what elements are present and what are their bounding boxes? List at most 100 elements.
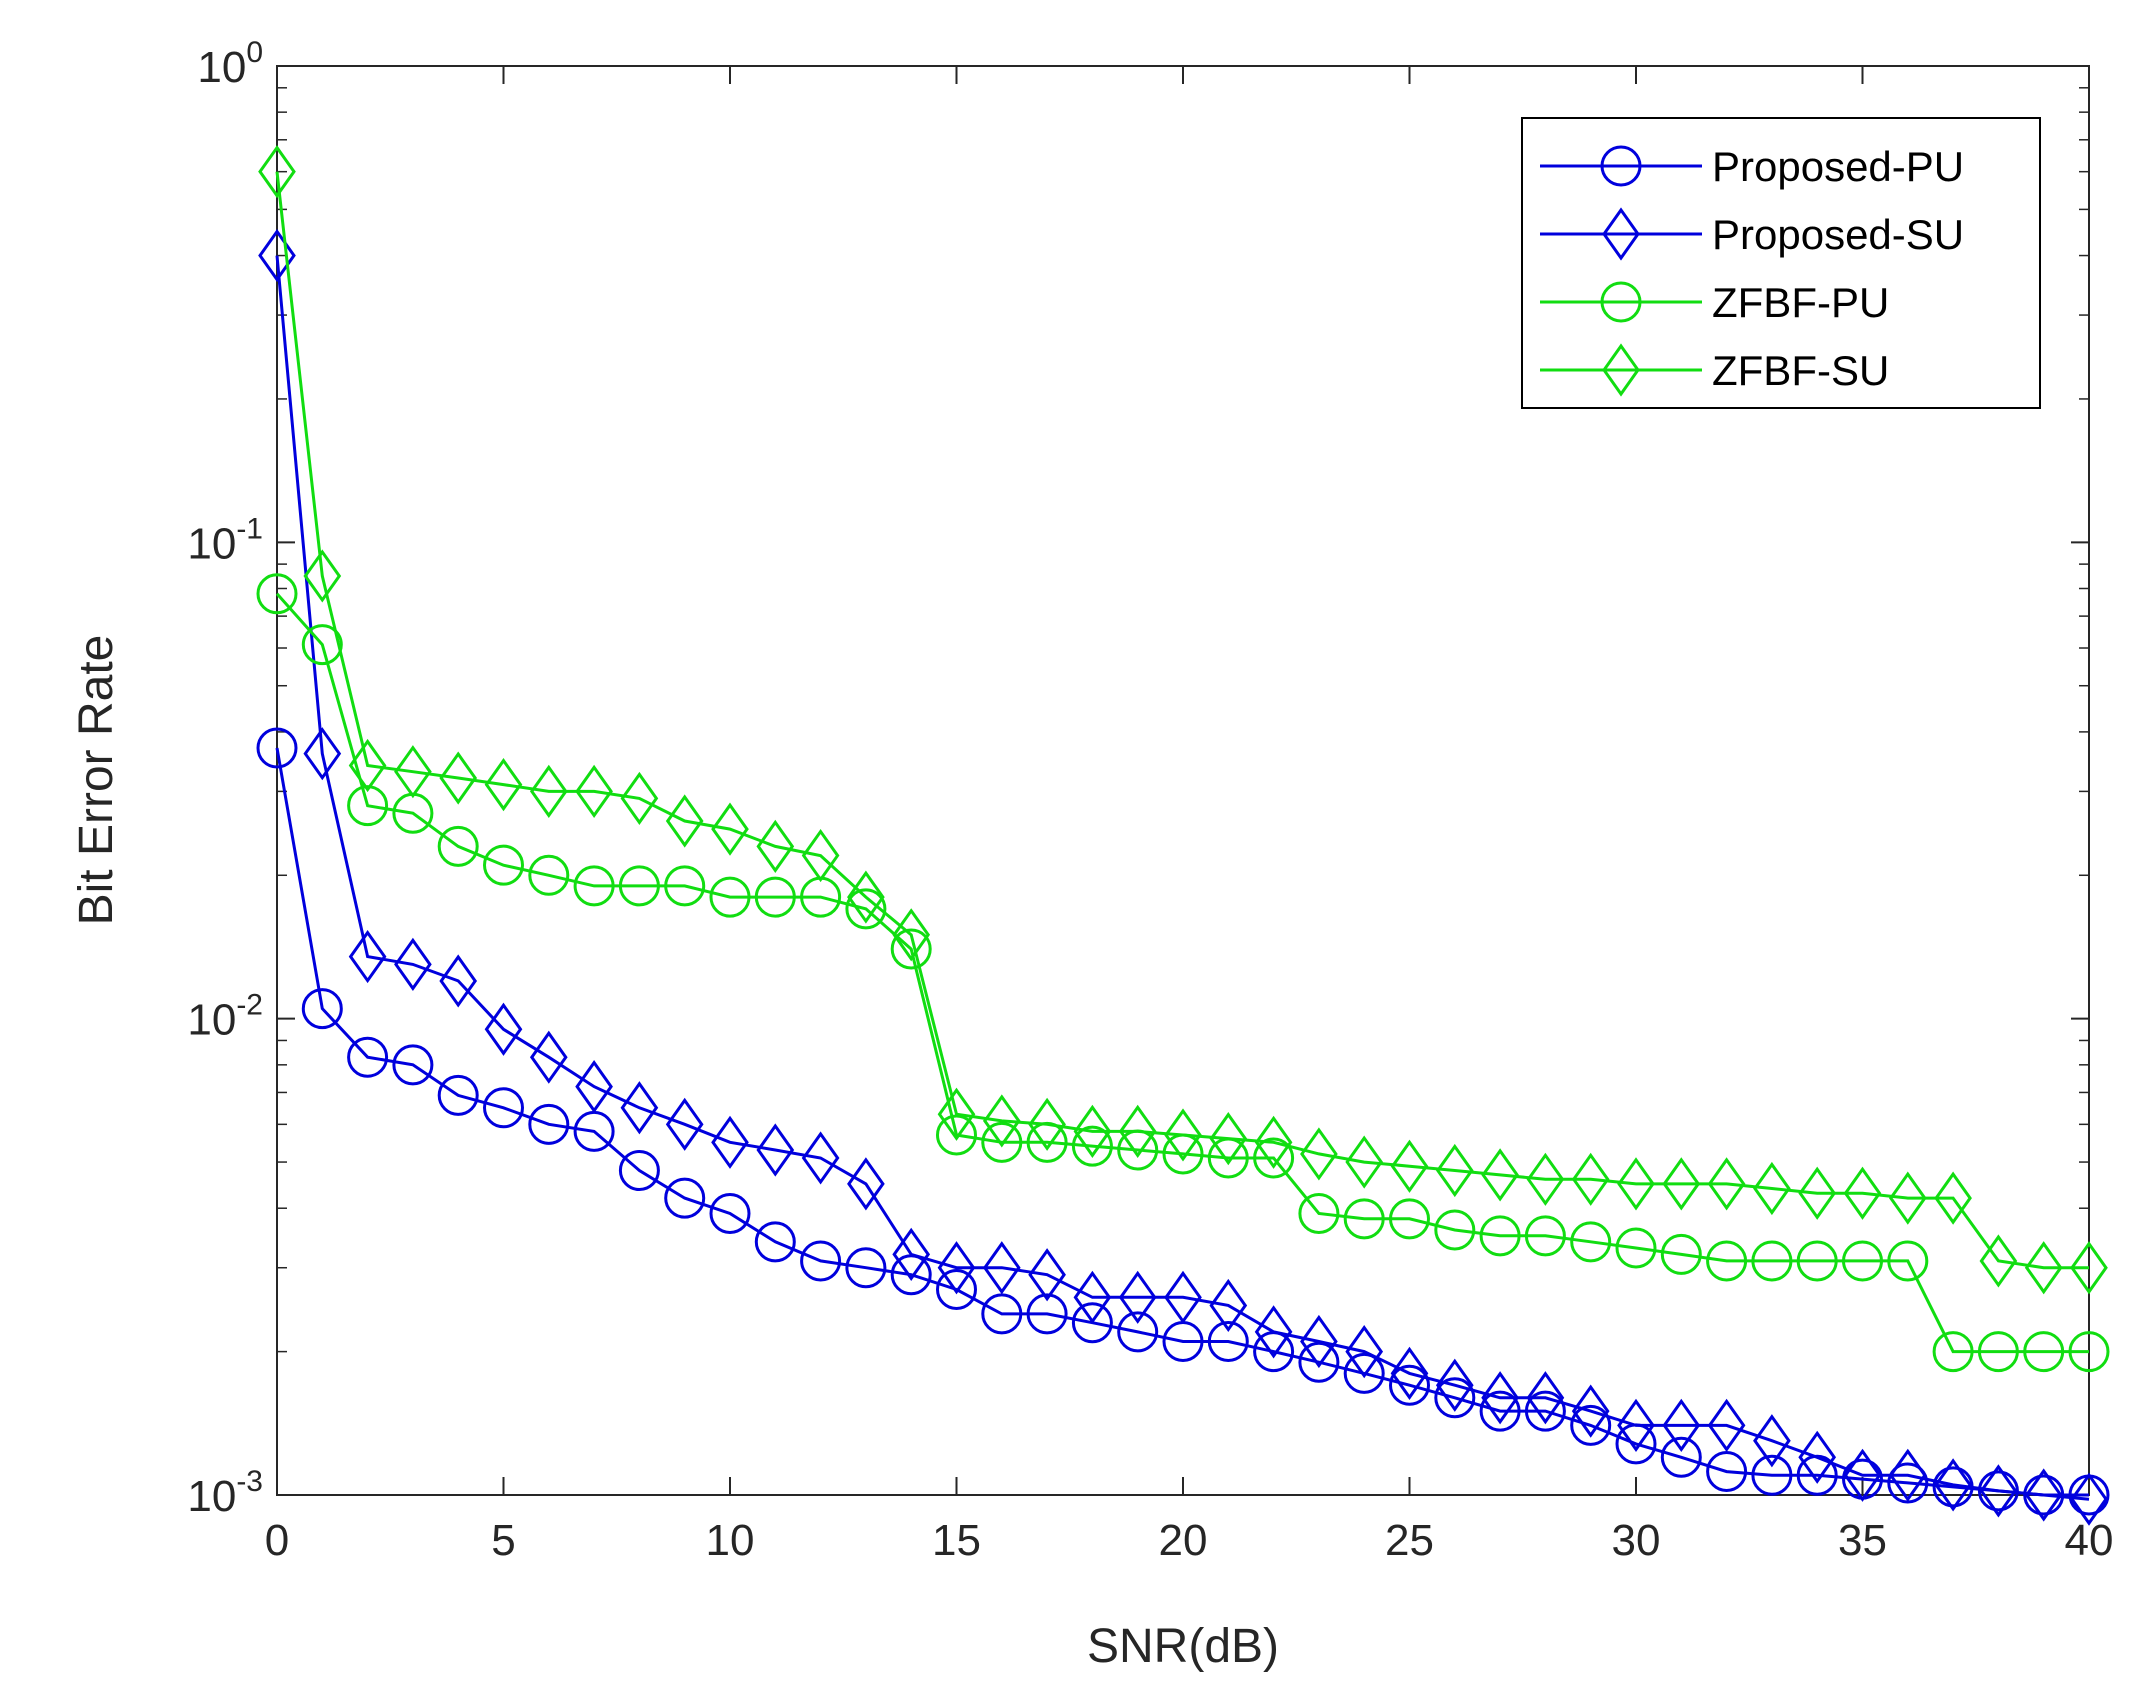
data-point xyxy=(1660,1233,1702,1275)
data-point xyxy=(1071,1302,1113,1344)
data-point xyxy=(2070,1241,2108,1295)
data-point xyxy=(937,1087,976,1141)
legend-marker xyxy=(1602,207,1640,261)
legend-item: ZFBF-PU xyxy=(1540,279,1889,326)
data-point xyxy=(1434,1209,1476,1251)
data-point xyxy=(1254,1115,1293,1169)
data-point xyxy=(1571,1384,1610,1438)
data-point xyxy=(256,727,298,769)
data-point xyxy=(847,1157,885,1211)
data-point xyxy=(437,1074,479,1116)
x-tick-label: 25 xyxy=(1385,1516,1434,1565)
data-point xyxy=(2023,1331,2065,1373)
data-point xyxy=(981,1121,1023,1163)
data-point xyxy=(620,1081,659,1135)
data-point xyxy=(1615,1227,1657,1269)
data-point xyxy=(709,1192,751,1234)
legend-marker xyxy=(1600,281,1642,323)
data-point xyxy=(392,1044,434,1086)
series-zfbf-su xyxy=(258,145,2108,1295)
data-point xyxy=(528,1103,570,1145)
data-point xyxy=(1843,1166,1882,1220)
data-point xyxy=(1707,1398,1746,1452)
data-point xyxy=(1887,1240,1929,1282)
data-point xyxy=(1028,1248,1066,1302)
data-point xyxy=(347,1036,389,1078)
data-point xyxy=(484,1002,523,1056)
data-point xyxy=(2024,1468,2063,1522)
data-point xyxy=(573,865,615,907)
y-axis-title: Bit Error Rate xyxy=(70,635,123,926)
data-point xyxy=(1298,1192,1340,1234)
data-point xyxy=(620,771,659,826)
x-tick-labels: 0 5 10 15 20 25 30 35 40 xyxy=(265,1516,2114,1565)
data-point xyxy=(1570,1221,1612,1263)
data-point xyxy=(1617,1398,1655,1452)
data-point xyxy=(301,988,343,1030)
data-point xyxy=(483,844,524,886)
data-point xyxy=(439,954,478,1008)
data-point xyxy=(1526,1152,1565,1206)
legend-item: Proposed-SU xyxy=(1540,207,1964,261)
data-point xyxy=(303,727,342,781)
data-point xyxy=(1026,1293,1068,1335)
data-point xyxy=(1660,1436,1702,1478)
data-point xyxy=(575,1060,613,1114)
data-point xyxy=(1117,1311,1159,1353)
data-point xyxy=(754,876,796,918)
data-point xyxy=(1934,1458,1972,1512)
x-tick-label: 20 xyxy=(1159,1516,1208,1565)
data-point xyxy=(890,928,932,970)
data-point xyxy=(1164,1108,1202,1162)
y-tick-label: 10-1 xyxy=(187,512,263,568)
data-point xyxy=(1435,1143,1474,1198)
legend: Proposed-PU Proposed-SU ZFBF-PU ZFBF-SU xyxy=(1521,117,2041,409)
data-point xyxy=(1979,1464,2018,1518)
data-point xyxy=(1207,1321,1249,1363)
data-point xyxy=(1481,1371,1519,1425)
data-point xyxy=(1300,1314,1338,1369)
data-point xyxy=(1345,1325,1384,1379)
data-point xyxy=(711,1115,749,1169)
data-point xyxy=(1977,1331,2019,1373)
data-point xyxy=(1526,1371,1565,1425)
series-proposed-su xyxy=(258,228,2108,1526)
data-point xyxy=(348,738,387,793)
data-point xyxy=(801,828,840,883)
data-point xyxy=(664,1177,706,1219)
data-point xyxy=(1524,1390,1566,1432)
series-layer xyxy=(256,145,2110,1526)
data-point xyxy=(256,573,298,615)
data-point xyxy=(1298,1341,1340,1383)
data-point xyxy=(1798,1430,1837,1484)
data-point xyxy=(845,888,887,930)
data-point xyxy=(2024,1241,2063,1295)
series-zfbf-pu xyxy=(256,573,2110,1373)
data-point xyxy=(1253,1137,1295,1179)
data-point xyxy=(1389,1198,1430,1240)
x-tick-label: 35 xyxy=(1838,1516,1887,1565)
data-point xyxy=(1345,1135,1384,1189)
data-point xyxy=(348,929,387,984)
axis-ticks xyxy=(276,65,2090,1496)
data-point xyxy=(529,1030,568,1084)
data-point xyxy=(1843,1448,1882,1502)
legend-item: Proposed-PU xyxy=(1540,143,1964,190)
data-point xyxy=(847,870,885,924)
data-point xyxy=(1390,1346,1429,1401)
data-point xyxy=(709,876,751,918)
data-point xyxy=(1300,1127,1338,1181)
data-point xyxy=(801,1131,840,1185)
data-point xyxy=(303,549,342,603)
data-point xyxy=(1524,1215,1566,1257)
legend-label: Proposed-PU xyxy=(1712,143,1964,190)
data-point xyxy=(1570,1404,1612,1446)
data-point xyxy=(1977,1470,2019,1512)
data-point xyxy=(1343,1352,1385,1394)
data-point xyxy=(1479,1215,1521,1257)
data-point xyxy=(484,758,523,812)
legend-marker xyxy=(1600,145,1642,187)
x-tick-label: 30 xyxy=(1612,1516,1661,1565)
data-point xyxy=(1932,1331,1974,1373)
